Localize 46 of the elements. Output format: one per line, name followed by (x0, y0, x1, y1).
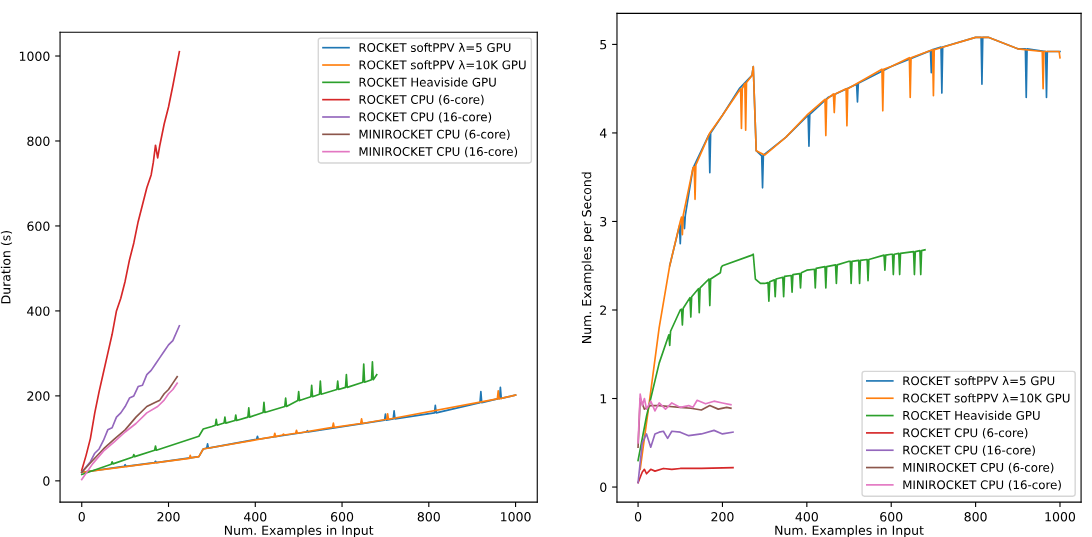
y-tick-label: 400 (27, 306, 50, 316)
line-series (80, 361, 378, 476)
legend-label: MINIROCKET CPU (16-core) (903, 480, 1061, 491)
x-tick-label: 200 (157, 512, 180, 522)
line-series (80, 50, 181, 472)
legend-label: MINIROCKET CPU (6-core) (359, 129, 510, 141)
legend-label: ROCKET softPPV λ=5 GPU (359, 42, 511, 52)
line-series (637, 466, 734, 484)
y-tick-label: 1000 (19, 51, 50, 61)
x-axis-title: Num. Examples in Input (775, 525, 924, 537)
y-tick-label: 5 (600, 40, 607, 50)
y-axis-title: Duration (s) (0, 230, 13, 304)
y-axis-title: Num. Examples per Second (581, 172, 594, 343)
y-tick-label: 4 (599, 128, 607, 138)
y-tick-label: 600 (27, 221, 50, 231)
legend-label: ROCKET CPU (16-core) (359, 112, 492, 123)
x-tick-label: 800 (417, 512, 440, 522)
legend-label: ROCKET CPU (6-core) (903, 428, 1028, 439)
x-tick-label: 600 (330, 512, 354, 522)
x-axis-title: Num. Examples in Input (224, 525, 374, 537)
y-tick-label: 0 (600, 482, 607, 492)
x-tick-label: 800 (964, 512, 987, 522)
y-tick-label: 0 (43, 476, 50, 486)
y-tick-label: 3 (600, 216, 607, 227)
x-tick-label: 0 (78, 512, 85, 522)
legend-label: ROCKET softPPV λ=10K GPU (903, 393, 1070, 403)
y-tick-label: 800 (27, 136, 50, 146)
x-tick-label: 1000 (1045, 512, 1076, 522)
line-series (637, 429, 734, 484)
x-tick-label: 1000 (501, 512, 531, 522)
legend-label: ROCKET softPPV λ=5 GPU (903, 376, 1055, 386)
legend-label: ROCKET CPU (6-core) (359, 94, 484, 106)
y-tick-label: 200 (27, 391, 50, 401)
legend-label: MINIROCKET CPU (6-core) (903, 462, 1054, 474)
x-tick-label: 200 (711, 512, 734, 522)
legend-label: ROCKET CPU (16-core) (903, 445, 1035, 456)
legend-label: ROCKET Heaviside GPU (359, 77, 496, 87)
y-tick-label: 1 (600, 394, 607, 404)
x-tick-label: 0 (634, 512, 642, 522)
y-tick-label: 2 (600, 305, 607, 315)
x-tick-label: 400 (243, 512, 267, 522)
x-tick-label: 400 (795, 512, 818, 522)
x-tick-label: 600 (880, 512, 903, 522)
legend-label: ROCKET Heaviside GPU (903, 410, 1040, 420)
legend-label: ROCKET softPPV λ=10K GPU (359, 60, 526, 70)
legend-label: MINIROCKET CPU (16-core) (359, 146, 518, 158)
